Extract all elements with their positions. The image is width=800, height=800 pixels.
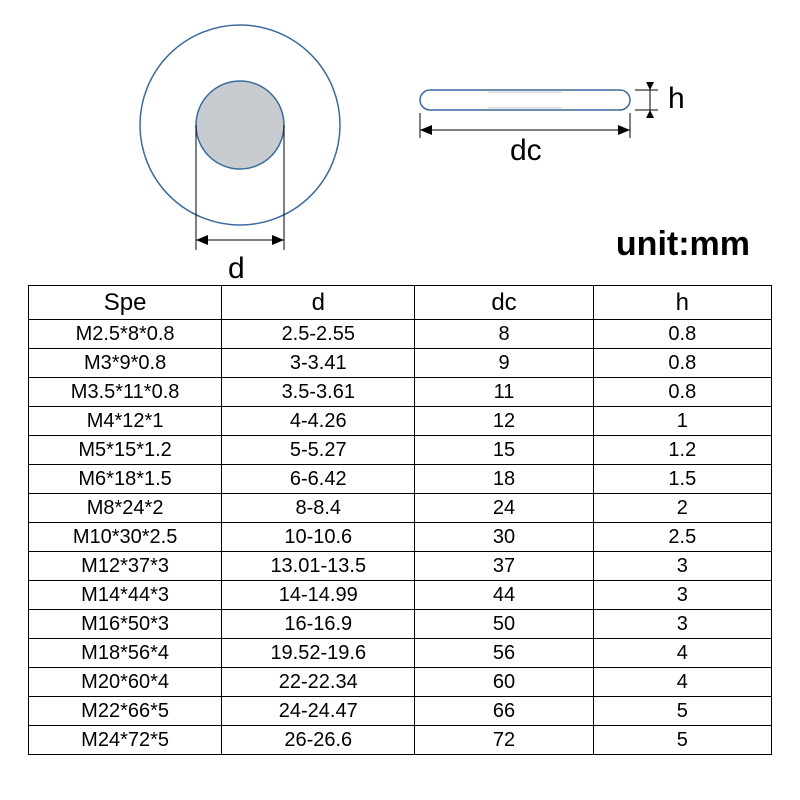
table-cell: M3.5*11*0.8 (29, 378, 222, 407)
table-row: M20*60*422-22.34604 (29, 668, 772, 697)
table-cell: M16*50*3 (29, 610, 222, 639)
table-row: M24*72*526-26.6725 (29, 726, 772, 755)
table-cell: 72 (415, 726, 593, 755)
table-cell: M5*15*1.2 (29, 436, 222, 465)
table-cell: 8-8.4 (222, 494, 415, 523)
table-cell: M18*56*4 (29, 639, 222, 668)
label-dc: dc (510, 134, 542, 168)
dim-arrow-left (196, 235, 208, 245)
table-cell: 11 (415, 378, 593, 407)
table-cell: 2 (593, 494, 771, 523)
table-cell: 1.2 (593, 436, 771, 465)
h-arrow-top (646, 82, 654, 90)
table-cell: M20*60*4 (29, 668, 222, 697)
table-cell: 1.5 (593, 465, 771, 494)
label-d: d (228, 252, 245, 286)
table-cell: 3-3.41 (222, 349, 415, 378)
washer-top-view: d (130, 20, 350, 285)
table-cell: 0.8 (593, 378, 771, 407)
table-cell: 60 (415, 668, 593, 697)
h-arrow-bot (646, 110, 654, 118)
table-row: M16*50*316-16.9503 (29, 610, 772, 639)
table-cell: 6-6.42 (222, 465, 415, 494)
table-cell: 30 (415, 523, 593, 552)
table-cell: 18 (415, 465, 593, 494)
table-row: M18*56*419.52-19.6564 (29, 639, 772, 668)
table-cell: 3 (593, 552, 771, 581)
washer-side-view: h dc (410, 80, 710, 205)
table-cell: 26-26.6 (222, 726, 415, 755)
table-cell: 5 (593, 726, 771, 755)
table-row: M6*18*1.56-6.42181.5 (29, 465, 772, 494)
table-row: M8*24*28-8.4242 (29, 494, 772, 523)
table-cell: M14*44*3 (29, 581, 222, 610)
table-cell: 4 (593, 668, 771, 697)
table-cell: 44 (415, 581, 593, 610)
table-cell: M6*18*1.5 (29, 465, 222, 494)
table-cell: 0.8 (593, 349, 771, 378)
table-cell: 3 (593, 610, 771, 639)
table-cell: 56 (415, 639, 593, 668)
table-cell: M10*30*2.5 (29, 523, 222, 552)
table-row: M5*15*1.25-5.27151.2 (29, 436, 772, 465)
inner-circle (196, 81, 284, 169)
table-row: M3.5*11*0.83.5-3.61110.8 (29, 378, 772, 407)
table-cell: 1 (593, 407, 771, 436)
table-cell: 5-5.27 (222, 436, 415, 465)
table-cell: 9 (415, 349, 593, 378)
dim-arrow-right (272, 235, 284, 245)
col-d: d (222, 286, 415, 320)
table-row: M10*30*2.510-10.6302.5 (29, 523, 772, 552)
table-cell: 3 (593, 581, 771, 610)
table-cell: 50 (415, 610, 593, 639)
table-cell: 4-4.26 (222, 407, 415, 436)
table-cell: M2.5*8*0.8 (29, 320, 222, 349)
table-cell: M12*37*3 (29, 552, 222, 581)
table-cell: 24-24.47 (222, 697, 415, 726)
table-row: M22*66*524-24.47665 (29, 697, 772, 726)
table-cell: 66 (415, 697, 593, 726)
label-h: h (668, 82, 685, 116)
spec-table: Spe d dc h M2.5*8*0.82.5-2.5580.8M3*9*0.… (28, 285, 772, 755)
side-profile (420, 90, 630, 110)
table-cell: 0.8 (593, 320, 771, 349)
table-cell: 37 (415, 552, 593, 581)
table-cell: 8 (415, 320, 593, 349)
table-cell: 2.5 (593, 523, 771, 552)
col-dc: dc (415, 286, 593, 320)
table-cell: M3*9*0.8 (29, 349, 222, 378)
table-row: M4*12*14-4.26121 (29, 407, 772, 436)
table-row: M14*44*314-14.99443 (29, 581, 772, 610)
table-cell: 10-10.6 (222, 523, 415, 552)
table-cell: 2.5-2.55 (222, 320, 415, 349)
col-h: h (593, 286, 771, 320)
spec-table-wrap: Spe d dc h M2.5*8*0.82.5-2.5580.8M3*9*0.… (28, 285, 772, 755)
table-cell: 16-16.9 (222, 610, 415, 639)
table-body: M2.5*8*0.82.5-2.5580.8M3*9*0.83-3.4190.8… (29, 320, 772, 755)
table-cell: 5 (593, 697, 771, 726)
table-cell: 14-14.99 (222, 581, 415, 610)
col-spe: Spe (29, 286, 222, 320)
table-cell: 19.52-19.6 (222, 639, 415, 668)
table-row: M3*9*0.83-3.4190.8 (29, 349, 772, 378)
table-cell: M24*72*5 (29, 726, 222, 755)
dc-arrow-right (618, 125, 630, 135)
dc-arrow-left (420, 125, 432, 135)
table-cell: 22-22.34 (222, 668, 415, 697)
table-cell: 12 (415, 407, 593, 436)
table-header-row: Spe d dc h (29, 286, 772, 320)
table-cell: 3.5-3.61 (222, 378, 415, 407)
unit-label: unit:mm (616, 225, 750, 264)
diagram-area: d h dc unit:mm (0, 0, 800, 280)
table-row: M12*37*313.01-13.5373 (29, 552, 772, 581)
table-row: M2.5*8*0.82.5-2.5580.8 (29, 320, 772, 349)
table-cell: 24 (415, 494, 593, 523)
table-cell: 4 (593, 639, 771, 668)
table-cell: M4*12*1 (29, 407, 222, 436)
table-cell: 15 (415, 436, 593, 465)
table-cell: 13.01-13.5 (222, 552, 415, 581)
table-cell: M22*66*5 (29, 697, 222, 726)
table-cell: M8*24*2 (29, 494, 222, 523)
